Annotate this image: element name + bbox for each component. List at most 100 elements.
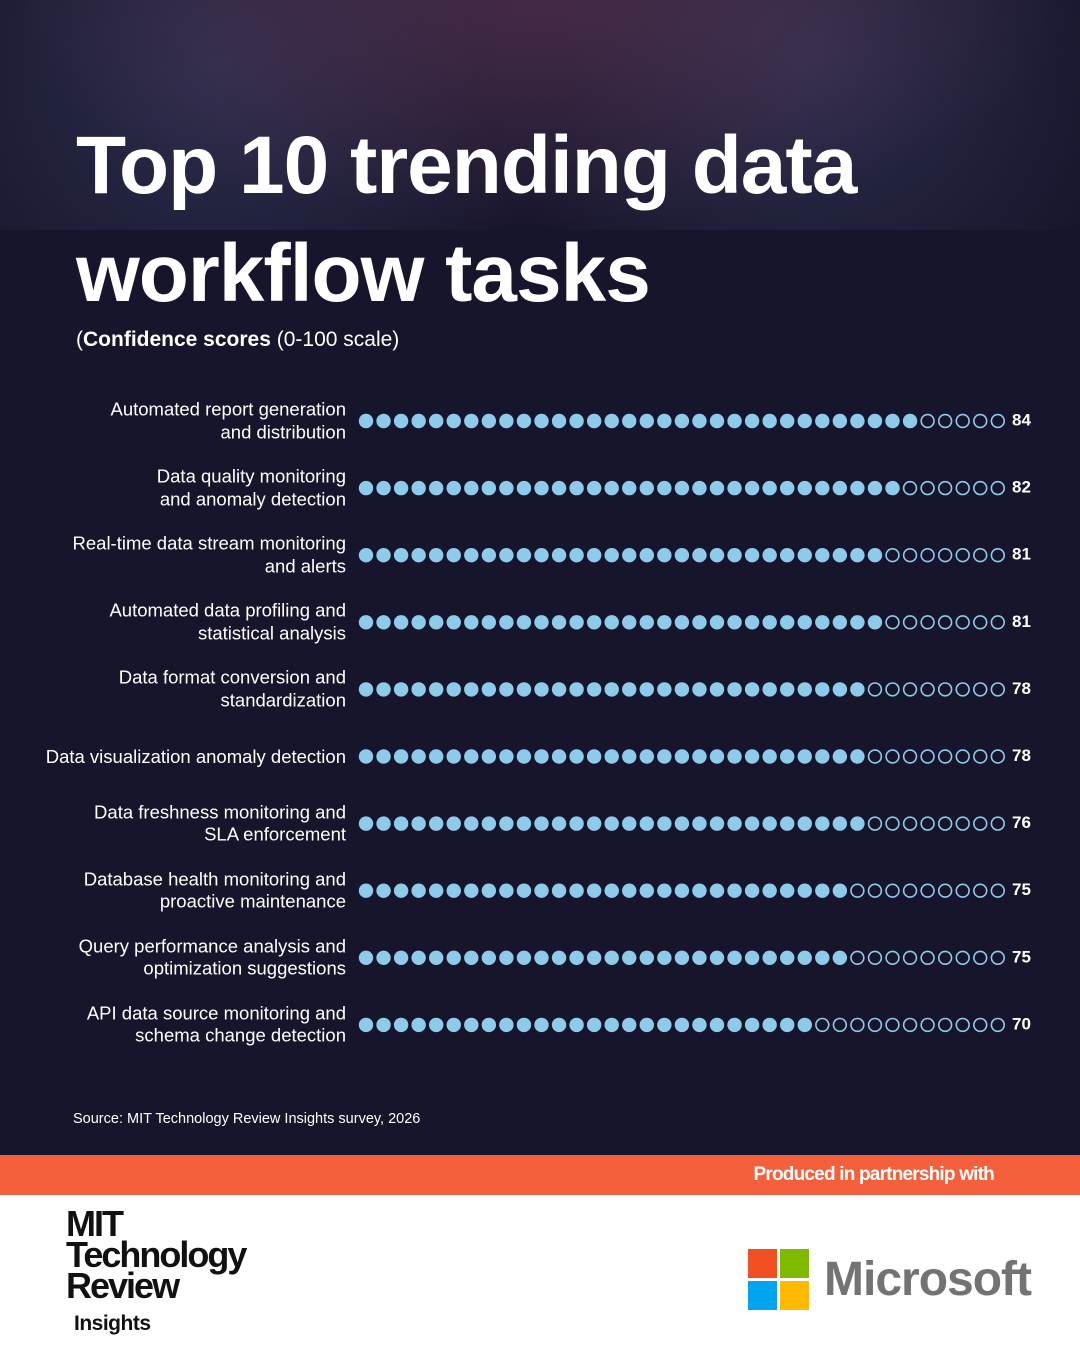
dot-filled <box>674 615 690 630</box>
dot-empty <box>937 816 953 831</box>
dot-filled <box>674 413 690 429</box>
dot-filled <box>832 548 848 563</box>
dot-filled <box>850 615 865 630</box>
dot-filled <box>727 950 742 965</box>
dot-filled <box>516 1017 532 1033</box>
dot-filled <box>709 615 725 630</box>
category-label: Data quality monitoring and anomaly dete… <box>156 465 346 510</box>
dot-filled <box>429 615 444 630</box>
dot-filled <box>481 816 497 831</box>
dot-empty <box>937 883 953 898</box>
dot-filled <box>727 749 742 764</box>
dot-filled <box>376 480 391 496</box>
dot-filled <box>657 816 672 831</box>
dot-filled <box>499 682 514 697</box>
dot-empty <box>937 1017 953 1033</box>
dot-filled <box>797 816 812 831</box>
dot-filled <box>429 1017 444 1033</box>
dot-filled <box>499 1017 514 1033</box>
dot-filled <box>692 883 707 898</box>
dot-filled <box>534 883 549 898</box>
dot-empty <box>815 1017 830 1033</box>
dot-filled <box>534 548 549 563</box>
dot-filled <box>692 615 707 630</box>
dot-filled <box>622 413 637 429</box>
category-label: Data visualization anomaly detection <box>45 745 346 767</box>
dot-filled <box>815 883 830 898</box>
dot-filled <box>867 615 883 630</box>
dot-filled <box>639 682 654 697</box>
dot-empty <box>885 1017 900 1033</box>
dot-filled <box>780 1017 795 1033</box>
dot-filled <box>516 413 532 429</box>
dot-empty <box>885 950 900 965</box>
dot-filled <box>586 480 602 496</box>
dot-filled <box>780 682 795 697</box>
dot-filled <box>376 816 391 831</box>
dot-filled <box>411 615 426 630</box>
dot-filled <box>657 749 672 764</box>
dot-filled <box>762 1017 777 1033</box>
dot-empty <box>867 950 883 965</box>
dot-filled <box>358 816 374 831</box>
dot-filled <box>744 883 760 898</box>
publisher-unit: Insights <box>74 1312 151 1335</box>
dot-filled <box>815 548 830 563</box>
dot-filled <box>376 682 391 697</box>
dot-filled <box>604 816 619 831</box>
dot-filled <box>727 682 742 697</box>
dot-filled <box>376 950 391 965</box>
dot-empty <box>937 682 953 697</box>
dot-filled <box>551 1017 567 1033</box>
dot-filled <box>429 749 444 764</box>
dot-filled <box>569 682 584 697</box>
dot-filled <box>657 480 672 496</box>
category-label: Data format conversion and standardizati… <box>118 666 346 711</box>
dot-filled <box>358 1017 374 1033</box>
dot-filled <box>393 548 409 563</box>
dot-filled <box>674 883 690 898</box>
dot-empty <box>990 480 1005 496</box>
dot-filled <box>622 682 637 697</box>
dot-filled <box>780 548 795 563</box>
dot-empty <box>850 883 865 898</box>
dot-filled <box>815 950 830 965</box>
dot-filled <box>850 682 865 697</box>
dot-filled <box>446 749 461 764</box>
dot-empty <box>867 682 883 697</box>
dot-filled <box>780 480 795 496</box>
dot-empty <box>885 883 900 898</box>
dot-filled <box>569 480 584 496</box>
dot-filled <box>358 749 374 764</box>
dot-filled <box>586 682 602 697</box>
dot-empty <box>885 547 900 563</box>
dot-filled <box>797 615 812 630</box>
dot-filled <box>446 816 461 831</box>
dot-filled <box>692 682 707 697</box>
dot-filled <box>622 480 637 496</box>
dot-filled <box>358 950 374 965</box>
dot-empty <box>920 682 935 697</box>
dot-filled <box>586 615 602 630</box>
partner-note: Produced in partnership with <box>753 1164 995 1185</box>
dot-filled <box>815 615 830 630</box>
dot-filled <box>604 413 619 429</box>
value-label: 76 <box>1012 813 1031 832</box>
dot-filled <box>569 950 584 965</box>
dot-filled <box>674 749 690 764</box>
dot-filled <box>516 615 532 630</box>
dot-filled <box>744 1017 760 1033</box>
dot-filled <box>411 749 426 764</box>
dot-filled <box>499 548 514 563</box>
dot-empty <box>850 1017 865 1033</box>
dot-filled <box>516 883 532 898</box>
dot-filled <box>358 615 374 630</box>
dot-filled <box>429 950 444 965</box>
dot-empty <box>973 883 988 898</box>
dot-filled <box>885 413 900 429</box>
dot-filled <box>604 548 619 563</box>
dot-filled <box>850 548 865 563</box>
dot-filled <box>429 816 444 831</box>
dot-filled <box>516 816 532 831</box>
dot-empty <box>937 480 953 496</box>
